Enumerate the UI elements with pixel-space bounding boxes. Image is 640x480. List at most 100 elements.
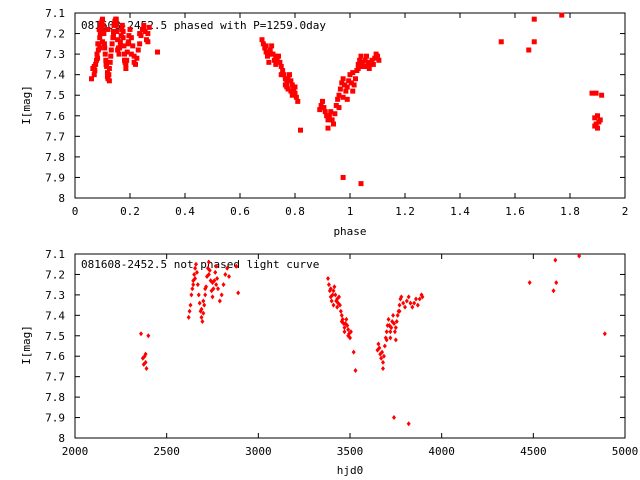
phased-data-point xyxy=(141,26,147,32)
light-curve-data-point xyxy=(193,276,198,282)
phased-data-point xyxy=(322,109,328,115)
phased-data-point xyxy=(108,47,114,53)
phased-y-axis-label: I[mag] xyxy=(20,85,33,125)
phased-data-point xyxy=(267,47,273,53)
phased-data-point xyxy=(340,94,346,100)
light-curve-data-point xyxy=(388,329,393,335)
light-curve-data-point xyxy=(194,261,198,267)
light-curve-data-point xyxy=(206,271,211,277)
light-curve-data-point xyxy=(345,323,350,329)
phased-data-point xyxy=(120,29,126,34)
light-curve-data-point xyxy=(394,318,399,324)
phased-data-point xyxy=(130,43,136,49)
light-curve-data-point xyxy=(333,292,338,298)
phased-data-point xyxy=(353,76,358,82)
light-curve-data-point xyxy=(193,265,198,271)
light-curve-data-point xyxy=(380,349,385,355)
phased-data-point xyxy=(355,61,361,67)
light-curve-data-point xyxy=(393,337,398,343)
phased-data-point xyxy=(375,53,380,59)
light-curve-x-tick-label: 5000 xyxy=(612,445,639,458)
phased-data-point xyxy=(120,35,126,41)
light-curve-data-point xyxy=(215,276,220,282)
light-curve-data-point xyxy=(221,282,226,288)
phased-data-point xyxy=(100,39,105,45)
phased-data-point xyxy=(344,96,350,102)
phased-data-point xyxy=(137,31,143,37)
light-curve-data-point xyxy=(346,327,351,333)
light-curve-data-point xyxy=(384,337,389,343)
phased-data-point xyxy=(285,76,291,82)
light-curve-data-point xyxy=(351,349,356,355)
phased-data-point xyxy=(97,45,103,51)
light-curve-data-point xyxy=(332,284,337,290)
phased-data-point xyxy=(318,103,324,108)
phased-data-point xyxy=(355,66,361,71)
light-curve-y-axis-label: I[mag] xyxy=(20,325,33,365)
light-curve-data-point xyxy=(397,308,402,314)
light-curve-data-point xyxy=(417,296,422,302)
light-curve-data-point xyxy=(328,286,333,292)
phased-data-point xyxy=(100,29,106,34)
phased-data-point xyxy=(362,57,368,63)
light-curve-data-point xyxy=(146,333,151,339)
light-curve-data-point xyxy=(225,265,230,271)
phased-data-series xyxy=(89,12,605,187)
light-curve-data-point xyxy=(326,276,330,282)
light-curve-data-point xyxy=(392,415,396,421)
light-curve-x-tick-label: 3000 xyxy=(245,445,272,458)
light-curve-data-point xyxy=(139,331,143,337)
phased-y-tick-label: 7.4 xyxy=(45,69,65,82)
phased-data-point xyxy=(128,51,134,57)
phased-data-point xyxy=(273,53,279,59)
light-curve-data-point xyxy=(326,282,331,288)
light-curve-data-point xyxy=(234,263,239,269)
phased-data-point xyxy=(599,92,605,98)
light-curve-data-point xyxy=(391,312,396,318)
phased-data-point xyxy=(259,37,265,43)
light-curve-data-point xyxy=(381,353,386,359)
phased-x-axis-label: phase xyxy=(333,225,366,238)
light-curve-y-tick-label: 8 xyxy=(58,432,65,445)
light-curve-data-point xyxy=(346,333,351,339)
phased-data-point xyxy=(344,84,350,90)
light-curve-data-point xyxy=(404,298,409,304)
phased-data-point xyxy=(326,113,332,119)
light-curve-data-point xyxy=(392,321,396,327)
phased-y-tick-label: 7.2 xyxy=(45,28,65,41)
phased-data-point xyxy=(531,39,537,45)
phased-data-point xyxy=(274,57,280,63)
light-curve-data-point xyxy=(214,263,219,269)
phased-x-tick-label: 0.6 xyxy=(230,205,250,218)
light-curve-x-axis-label: hjd0 xyxy=(337,464,364,477)
phased-data-point xyxy=(95,55,101,61)
light-curve-data-point xyxy=(213,269,218,275)
phased-data-point xyxy=(288,78,294,84)
phased-data-point xyxy=(119,22,125,28)
light-curve-data-point xyxy=(554,280,559,286)
phased-data-point xyxy=(276,53,281,59)
light-curve-data-point xyxy=(211,286,216,292)
light-curve-data-point xyxy=(602,331,607,337)
phased-data-point xyxy=(321,105,327,111)
phased-axis-ticks: 0 0.2 0.4 0.6 0.8 1 1.2 1.4 1.6 1.8 2 7.1 7.2 7.3 7.4 7… xyxy=(45,7,628,218)
phased-data-point xyxy=(263,49,269,55)
phased-data-point xyxy=(105,26,111,32)
light-curve-data-point xyxy=(337,302,342,308)
light-curve-data-point xyxy=(388,335,393,341)
phased-data-point xyxy=(559,12,565,18)
light-curve-data-point xyxy=(335,296,340,302)
light-curve-data-point xyxy=(329,298,334,304)
light-curve-data-point xyxy=(389,325,394,331)
light-curve-data-point xyxy=(342,329,347,335)
phased-data-point xyxy=(104,74,110,80)
light-curve-data-point xyxy=(339,312,344,318)
light-curve-data-point xyxy=(381,359,385,365)
light-curve-data-point xyxy=(381,365,385,371)
phased-data-point xyxy=(107,59,113,65)
light-curve-data-point xyxy=(408,300,413,306)
light-curve-data-point xyxy=(195,282,200,288)
phased-data-point xyxy=(595,125,600,131)
phased-data-point xyxy=(122,57,127,63)
phased-data-point xyxy=(350,88,356,94)
